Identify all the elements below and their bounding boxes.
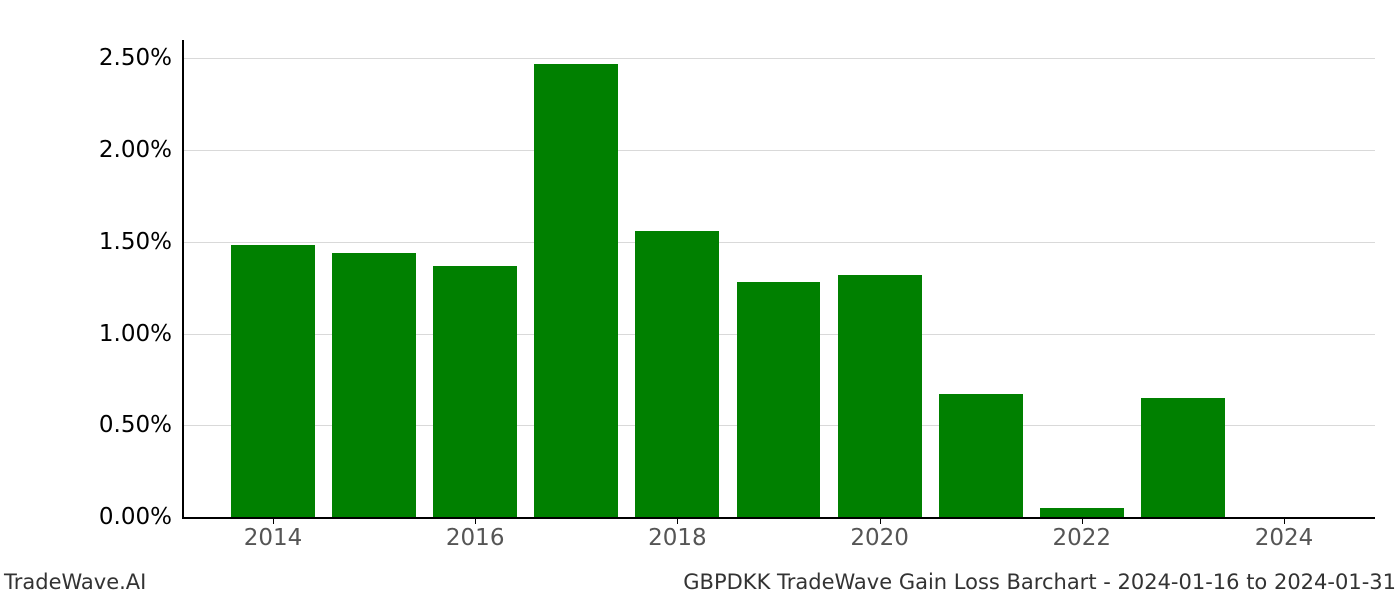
gridline [182,242,1375,243]
gridline [182,150,1375,151]
y-axis-spine [182,40,184,517]
y-tick-label: 0.00% [99,504,182,530]
y-tick-label: 0.50% [99,412,182,438]
x-tick-label: 2016 [446,517,505,551]
footer-caption: GBPDKK TradeWave Gain Loss Barchart - 20… [683,570,1400,600]
gridline [182,58,1375,59]
y-tick-label: 1.50% [99,229,182,255]
bar [332,253,416,517]
plot-area: 0.00%0.50%1.00%1.50%2.00%2.50%2014201620… [182,40,1375,517]
bar [838,275,922,517]
bar [939,394,1023,517]
bar [534,64,618,517]
x-tick-label: 2014 [244,517,303,551]
bar [231,245,315,517]
footer-brand: TradeWave.AI [0,570,146,600]
bar [737,282,821,517]
x-tick-label: 2020 [850,517,909,551]
x-tick-label: 2024 [1255,517,1314,551]
y-tick-label: 2.50% [99,45,182,71]
x-axis-spine [182,517,1375,519]
bar [1040,508,1124,517]
chart-container: 0.00% 0.50% 1.00% 1.50% 2.00% 2.50% 2014 2016 20… [0,0,1400,600]
bar [433,266,517,517]
y-tick-label: 2.00% [99,137,182,163]
y-tick-label: 1.00% [99,321,182,347]
bar [635,231,719,517]
x-tick-label: 2022 [1053,517,1112,551]
x-tick-label: 2018 [648,517,707,551]
bar [1141,398,1225,517]
